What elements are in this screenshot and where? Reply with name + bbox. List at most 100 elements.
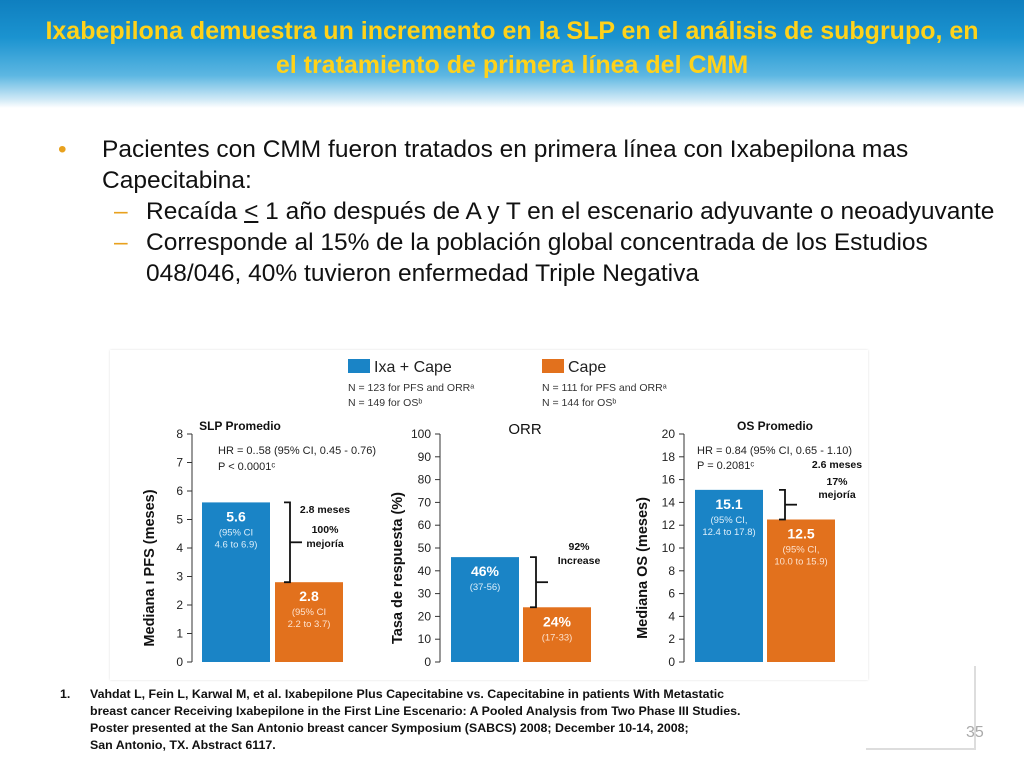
y-tick-label: 4 (668, 609, 675, 623)
annotation-text: 100% (312, 524, 340, 536)
bar-ci-label: (37-56) (470, 582, 501, 593)
legend-n-line: N = 144 for OSᵇ (542, 397, 616, 409)
y-tick-label: 30 (418, 587, 432, 601)
slide-title: Ixabepilona demuestra un incremento en l… (45, 17, 979, 79)
sub-bullet-text: Recaída < 1 año después de A y T en el e… (146, 198, 994, 225)
stats-text: HR = 0.84 (95% CI, 0.65 - 1.10) (697, 445, 852, 457)
legend-n-line: N = 149 for OSᵇ (348, 397, 422, 409)
y-tick-label: 70 (418, 495, 432, 509)
y-axis-label: Mediana ı PFS (meses) (142, 489, 158, 646)
decorative-frame (866, 666, 976, 750)
annotation-text: mejoría (818, 489, 856, 501)
y-tick-label: 6 (176, 484, 183, 498)
less-equal-symbol: < (244, 198, 259, 225)
y-tick-label: 100 (411, 427, 431, 441)
y-axis-label: Mediana OS (meses) (635, 497, 651, 639)
chart-figure: Ixa + Cape N = 123 for PFS and ORRᵃ N = 14… (110, 350, 868, 680)
y-tick-label: 60 (418, 518, 432, 532)
legend-swatch (348, 359, 370, 373)
annotation-text: 2.8 meses (300, 504, 350, 516)
bar-value-label: 46% (471, 563, 500, 579)
y-tick-label: 20 (418, 609, 432, 623)
header-band (0, 0, 1024, 108)
reference-line: Poster presented at the San Antonio brea… (90, 721, 689, 735)
annotation-text: 17% (826, 476, 848, 488)
chart-title: ORR (508, 421, 542, 438)
y-tick-label: 20 (662, 427, 676, 441)
bullet-text: Pacientes con CMM fueron tratados en pri… (102, 136, 909, 194)
y-tick-label: 0 (176, 655, 183, 669)
bar-ci-label: (95% CI (292, 607, 326, 618)
y-tick-label: 14 (662, 495, 676, 509)
y-tick-label: 80 (418, 473, 432, 487)
bar-value-label: 24% (543, 613, 572, 629)
chart-svg: Ixa + Cape N = 123 for PFS and ORRᵃ N = 14… (142, 359, 862, 669)
comparison-bracket (779, 488, 786, 521)
bar-ci-label: (95% CI (219, 527, 253, 538)
y-tick-label: 8 (176, 427, 183, 441)
y-tick-label: 1 (176, 627, 183, 641)
bullet-list: • Pacientes con CMM fueron tratados en p… (58, 134, 998, 289)
bar-ci-label: 2.2 to 3.7) (288, 619, 331, 630)
stats-text: P < 0.0001ᶜ (218, 461, 275, 473)
y-tick-label: 90 (418, 450, 432, 464)
sub-bullet-item: – Corresponde al 15% de la población glo… (58, 227, 998, 289)
y-tick-label: 7 (176, 456, 183, 470)
legend-swatch (542, 359, 564, 373)
reference: 1. Vahdat L, Fein L, Karwal M, et al. Ix… (60, 686, 800, 754)
y-tick-label: 8 (668, 564, 675, 578)
page-number: 35 (966, 724, 984, 741)
bar-ci-label: (95% CI, (711, 515, 748, 526)
bar (275, 582, 343, 662)
y-tick-label: 0 (668, 655, 675, 669)
y-tick-label: 12 (662, 518, 676, 532)
annotation-text: 2.6 meses (812, 459, 862, 471)
comparison-bracket (530, 556, 537, 609)
bullet-item: • Pacientes con CMM fueron tratados en p… (58, 134, 998, 196)
sub-bullet-text-pre: Recaída (146, 198, 245, 225)
legend-n-line: N = 123 for PFS and ORRᵃ (348, 382, 474, 394)
bullet-marker: • (58, 136, 67, 163)
chart-title: OS Promedio (737, 419, 813, 433)
stats-text: HR = 0..58 (95% CI, 0.45 - 0.76) (218, 445, 376, 457)
annotation-text: Increase (558, 555, 601, 567)
sub-bullet-text: Corresponde al 15% de la población globa… (146, 229, 928, 287)
y-tick-label: 2 (176, 598, 183, 612)
bar (202, 502, 270, 662)
legend-label: Cape (568, 359, 606, 376)
y-tick-label: 6 (668, 587, 675, 601)
legend-label: Ixa + Cape (374, 359, 452, 376)
bar (695, 489, 763, 662)
reference-line: Vahdat L, Fein L, Karwal M, et al. Ixabe… (90, 687, 725, 701)
y-axis-label: Tasa de respuesta (%) (390, 492, 406, 644)
y-tick-label: 16 (662, 473, 676, 487)
y-tick-label: 40 (418, 564, 432, 578)
y-tick-label: 2 (668, 632, 675, 646)
bar-value-label: 2.8 (299, 588, 319, 604)
bar (767, 519, 835, 662)
y-tick-label: 3 (176, 570, 183, 584)
bar-ci-label: 12.4 to 17.8) (702, 527, 755, 538)
bar-ci-label: (95% CI, (783, 545, 820, 556)
bar (451, 557, 519, 662)
bar-ci-label: (17-33) (542, 632, 573, 643)
reference-line: San Antonio, TX. Abstract 6117. (90, 738, 276, 752)
bar-value-label: 15.1 (715, 496, 742, 512)
chart-title: SLP Promedio (199, 419, 281, 433)
annotation-text: mejoría (306, 538, 344, 550)
bar (523, 607, 591, 662)
y-tick-label: 0 (424, 655, 431, 669)
sub-bullet-text-post: 1 año después de A y T en el escenario a… (258, 198, 995, 225)
reference-line: breast cancer Receiving Ixabepilone in t… (90, 704, 741, 718)
y-tick-label: 4 (176, 541, 183, 555)
sub-bullet-item: – Recaída < 1 año después de A y T en el… (58, 196, 998, 227)
reference-text: Vahdat L, Fein L, Karwal M, et al. Ixabe… (90, 686, 800, 754)
dash-marker: – (114, 229, 128, 256)
y-tick-label: 18 (662, 450, 676, 464)
y-tick-label: 50 (418, 541, 432, 555)
dash-marker: – (114, 198, 128, 225)
reference-number: 1. (60, 687, 71, 701)
comparison-bracket (284, 501, 291, 584)
bar-ci-label: 4.6 to 6.9) (215, 539, 258, 550)
bar-value-label: 5.6 (226, 508, 246, 524)
